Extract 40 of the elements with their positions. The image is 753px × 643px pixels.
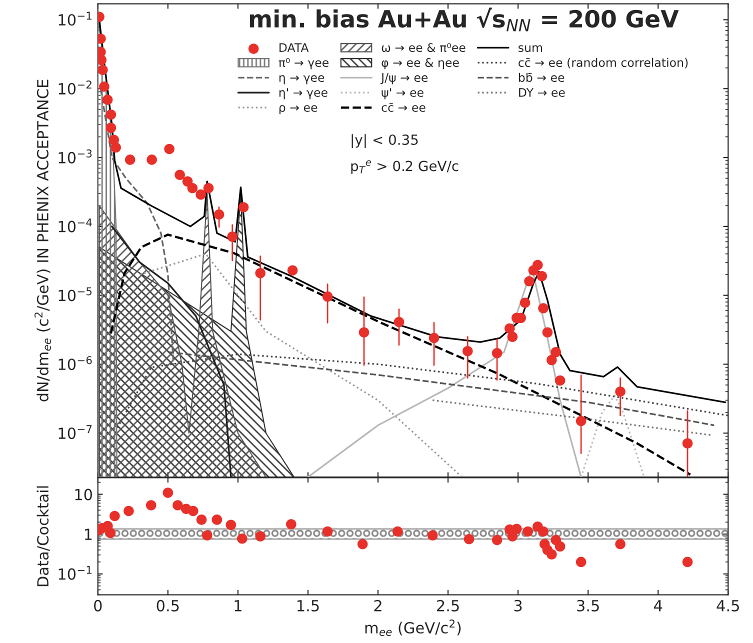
y-tick-label: 10$^{−1}$ [58, 12, 92, 26]
x-tick-label: 3 [514, 600, 522, 612]
x-tick-label: 2.5 [437, 600, 459, 612]
legend-label: bb̄ → ee [518, 72, 564, 82]
x-tick-label: 2 [374, 600, 382, 612]
y-tick-label: 10$^{−1}$ [58, 566, 92, 580]
legend-label: ψ' → ee [382, 88, 424, 100]
annotation: |y| < 0.35 [352, 134, 418, 148]
chart-title: min. bias Au+Au √s$_{NN}$ = 200 GeV [250, 8, 679, 32]
x-tick-label: 3.5 [577, 600, 599, 612]
x-axis-title: m$_{ee}$ (GeV/c$^{2}$) [365, 620, 461, 636]
x-tick-label: 1.5 [298, 600, 319, 612]
y-axis-title: dN/dm$_{ee}$ (c$^{2}$/GeV) IN PHENIX ACCEPTANCE [34, 80, 51, 402]
y-tick-label: 10$^{−6}$ [58, 356, 92, 370]
y-tick-label: 10$^{−2}$ [58, 80, 92, 95]
legend-label: cc̄ → ee (random correlation) [518, 58, 688, 68]
y-tick-label: 10$^{−7}$ [58, 425, 92, 440]
legend-label: J/ψ → ee [380, 73, 428, 84]
x-tick-label: 0.5 [156, 600, 179, 612]
legend-label: ρ → ee [279, 105, 318, 114]
x-tick-label: 4 [654, 600, 662, 612]
x-tick-label: 1 [234, 600, 242, 612]
legend-label: sum [518, 45, 542, 52]
annotation: p$_{T}$$^{e}$ > 0.2 GeV/c [351, 160, 458, 174]
legend-label: π⁰ → γee [278, 58, 328, 70]
legend-label: DATA [280, 43, 309, 52]
y-tick-label: 10$^{−4}$ [58, 218, 92, 232]
y-tick-label: 10$^{−3}$ [58, 149, 92, 164]
legend-label: DY → ee [519, 88, 565, 97]
y-tick-label: 10 [75, 488, 92, 500]
y-tick-label: 1 [84, 528, 92, 540]
legend-label: ω → ee & π⁰ee [382, 43, 466, 52]
legend-label: φ → ee & ηee [382, 58, 459, 70]
legend-label: η → γee [279, 75, 324, 84]
y-tick-label: 10$^{−5}$ [58, 287, 92, 302]
legend-label: cc̄ → ee [382, 102, 426, 112]
x-tick-label: 4.5 [716, 600, 739, 612]
y-axis-title: Data/Cocktail [36, 486, 50, 586]
legend-label: η' → γee [279, 88, 328, 100]
x-tick-label: 0 [94, 600, 102, 612]
